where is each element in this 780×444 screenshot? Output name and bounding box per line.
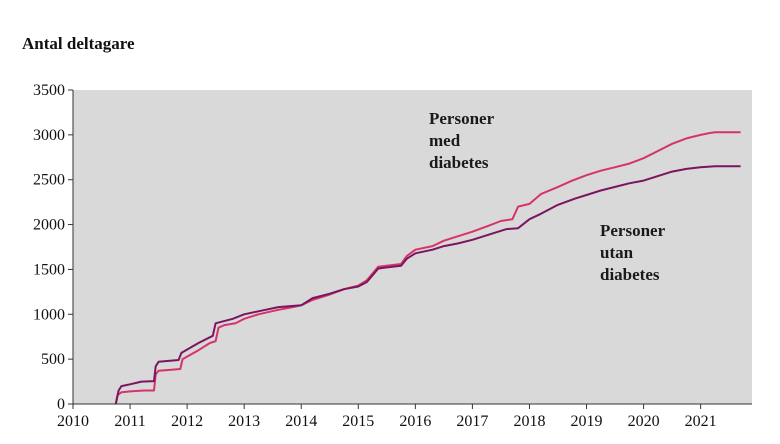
x-tick-label: 2010 [57,413,89,430]
y-tick-label: 1000 [33,306,65,323]
series-layer [114,131,741,405]
x-tick-label: 2017 [456,413,488,430]
y-tick-label: 3500 [33,82,65,99]
y-axis: 0 500 1000 1500 2000 2500 3000 3500 [33,82,73,413]
x-tick-label: 2020 [628,413,660,430]
series-annotation-0: Personer med diabetes [429,109,495,172]
y-axis-title: Antal deltagare [22,34,135,53]
y-tick-label: 500 [41,351,65,368]
y-tick-label: 2000 [33,217,65,234]
y-tick-label: 3000 [33,127,65,144]
x-tick-label: 2016 [399,413,431,430]
y-tick-label: 2500 [33,172,65,189]
y-tick-label: 0 [57,396,65,413]
x-axis: 2010 2011 2012 2013 2014 2015 2016 2017 2018 2019… [57,404,717,430]
x-tick-label: 2018 [513,413,545,430]
x-tick-label: 2019 [571,413,603,430]
x-tick-label: 2012 [171,413,203,430]
series-line-1 [114,165,741,405]
series-annotation-1: Personer utan diabetes [600,221,666,284]
x-tick-label: 2014 [285,413,317,430]
plot-area [73,90,752,404]
y-tick-label: 1500 [33,261,65,278]
x-tick-label: 2011 [114,413,145,430]
x-tick-label: 2013 [228,413,260,430]
annotations: Personer med diabetes Personer utan diabetes [429,109,666,284]
x-tick-label: 2021 [685,413,717,430]
x-tick-label: 2015 [342,413,374,430]
series-line-0 [114,131,741,405]
